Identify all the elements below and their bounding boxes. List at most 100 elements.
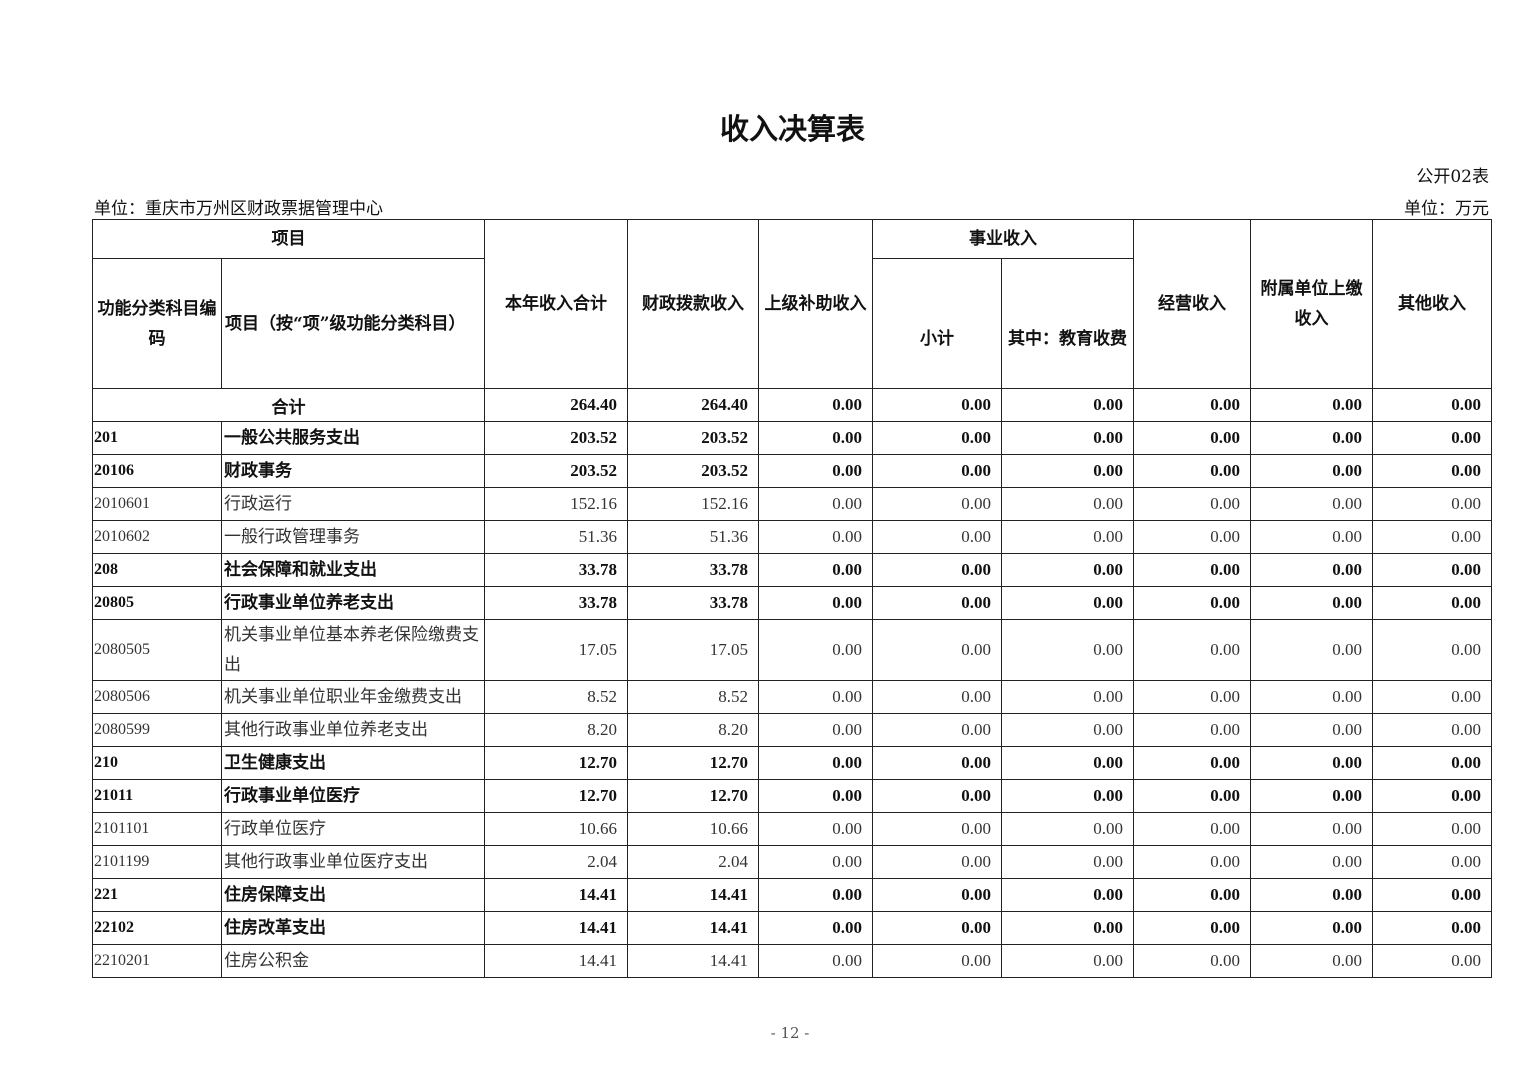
cell-name: 其他行政事业单位医疗支出 <box>221 845 485 879</box>
cell-value: 0.00 <box>1001 878 1134 912</box>
cell-code: 2080506 <box>92 680 222 714</box>
cell-code: 2010601 <box>92 487 222 521</box>
cell-value: 0.00 <box>1372 845 1492 879</box>
cell-value: 0.00 <box>1001 586 1134 620</box>
cell-value: 0.00 <box>758 746 873 780</box>
cell-value: 0.00 <box>872 713 1002 747</box>
cell-value: 0.00 <box>1250 454 1373 488</box>
cell-value: 203.52 <box>627 454 759 488</box>
cell-value: 14.41 <box>627 944 759 978</box>
cell-value: 0.00 <box>1250 812 1373 846</box>
cell-code: 201 <box>92 421 222 455</box>
page-title: 收入决算表 <box>719 112 865 146</box>
cell-value: 0.00 <box>872 944 1002 978</box>
cell-value: 12.70 <box>484 779 628 813</box>
cell-name: 机关事业单位职业年金缴费支出 <box>221 680 485 714</box>
cell-value: 8.20 <box>627 713 759 747</box>
table-row: 2210201 住房公积金 14.41 14.41 0.00 0.00 0.00 0.00 0.… <box>92 944 1492 978</box>
header-other: 其他收入 <box>1372 219 1492 389</box>
cell-code: 2101199 <box>92 845 222 879</box>
cell-value: 0.00 <box>1250 713 1373 747</box>
cell-value: 33.78 <box>484 553 628 587</box>
cell-value: 0.00 <box>1001 388 1134 422</box>
cell-value: 0.00 <box>872 812 1002 846</box>
cell-value: 0.00 <box>1372 713 1492 747</box>
cell-value: 0.00 <box>1372 944 1492 978</box>
table-row: 20805 行政事业单位养老支出 33.78 33.78 0.00 0.00 0.00 0.0… <box>92 586 1492 620</box>
cell-value: 0.00 <box>1372 680 1492 714</box>
table-row: 2010601 行政运行 152.16 152.16 0.00 0.00 0.00 0.00 0… <box>92 487 1492 521</box>
cell-name: 住房改革支出 <box>221 911 485 945</box>
cell-value: 203.52 <box>484 454 628 488</box>
cell-value: 0.00 <box>1001 680 1134 714</box>
cell-value: 0.00 <box>1001 746 1134 780</box>
table-row: 22102 住房改革支出 14.41 14.41 0.00 0.00 0.00 0.00 0.0… <box>92 911 1492 945</box>
cell-name: 行政事业单位医疗 <box>221 779 485 813</box>
cell-value: 0.00 <box>1133 619 1251 681</box>
cell-code: 210 <box>92 746 222 780</box>
cell-code: 221 <box>92 878 222 912</box>
cell-value: 0.00 <box>1001 812 1134 846</box>
page-number: - 12 - <box>770 1024 810 1042</box>
cell-name: 财政事务 <box>221 454 485 488</box>
cell-value: 0.00 <box>1133 845 1251 879</box>
cell-value: 0.00 <box>1372 553 1492 587</box>
cell-value: 17.05 <box>627 619 759 681</box>
cell-value: 0.00 <box>1133 586 1251 620</box>
cell-value: 0.00 <box>1372 520 1492 554</box>
cell-value: 10.66 <box>627 812 759 846</box>
cell-value: 0.00 <box>872 680 1002 714</box>
cell-code: 2080505 <box>92 619 222 681</box>
cell-value: 0.00 <box>1372 878 1492 912</box>
cell-value: 0.00 <box>1250 845 1373 879</box>
cell-code: 21011 <box>92 779 222 813</box>
cell-value: 0.00 <box>1001 454 1134 488</box>
cell-code: 2080599 <box>92 713 222 747</box>
table-row: 21011 行政事业单位医疗 12.70 12.70 0.00 0.00 0.00 0.00 0… <box>92 779 1492 813</box>
cell-value: 8.52 <box>484 680 628 714</box>
header-subtotal: 小计 <box>872 258 1002 389</box>
cell-name: 行政事业单位养老支出 <box>221 586 485 620</box>
cell-value: 0.00 <box>872 520 1002 554</box>
table-row: 201 一般公共服务支出 203.52 203.52 0.00 0.00 0.00 0.00 0… <box>92 421 1492 455</box>
cell-value: 2.04 <box>484 845 628 879</box>
cell-value: 0.00 <box>1133 779 1251 813</box>
cell-value: 0.00 <box>1133 878 1251 912</box>
cell-value: 0.00 <box>758 586 873 620</box>
cell-value: 0.00 <box>872 553 1002 587</box>
cell-name: 住房保障支出 <box>221 878 485 912</box>
cell-value: 0.00 <box>1372 421 1492 455</box>
cell-value: 0.00 <box>1001 553 1134 587</box>
header-project: 项目 <box>92 219 485 259</box>
cell-value: 0.00 <box>1133 680 1251 714</box>
header-affiliated: 附属单位上缴收入 <box>1250 219 1373 389</box>
cell-value: 0.00 <box>1372 911 1492 945</box>
cell-name: 行政单位医疗 <box>221 812 485 846</box>
header-fiscal: 财政拨款收入 <box>627 219 759 389</box>
cell-value: 0.00 <box>872 878 1002 912</box>
header-total: 本年收入合计 <box>484 219 628 389</box>
cell-value: 0.00 <box>758 812 873 846</box>
cell-value: 0.00 <box>1133 746 1251 780</box>
cell-value: 0.00 <box>872 454 1002 488</box>
cell-value: 0.00 <box>1250 746 1373 780</box>
cell-value: 0.00 <box>1250 421 1373 455</box>
cell-value: 0.00 <box>758 944 873 978</box>
cell-value: 0.00 <box>1001 619 1134 681</box>
total-row: 合计 264.40 264.40 0.00 0.00 0.00 0.00 0.0… <box>92 388 1492 422</box>
cell-value: 0.00 <box>1372 779 1492 813</box>
cell-value: 0.00 <box>1250 619 1373 681</box>
cell-value: 0.00 <box>1001 713 1134 747</box>
cell-value: 0.00 <box>1001 845 1134 879</box>
header-operating: 经营收入 <box>1133 219 1251 389</box>
cell-value: 264.40 <box>484 388 628 422</box>
cell-value: 8.20 <box>484 713 628 747</box>
cell-name: 一般行政管理事务 <box>221 520 485 554</box>
table-row: 210 卫生健康支出 12.70 12.70 0.00 0.00 0.00 0.00 0.00 0… <box>92 746 1492 780</box>
cell-name: 住房公积金 <box>221 944 485 978</box>
cell-value: 203.52 <box>627 421 759 455</box>
header-name: 项目（按“项”级功能分类科目） <box>221 258 485 389</box>
cell-value: 0.00 <box>1133 553 1251 587</box>
cell-name: 机关事业单位基本养老保险缴费支出 <box>221 619 485 681</box>
cell-value: 0.00 <box>758 388 873 422</box>
